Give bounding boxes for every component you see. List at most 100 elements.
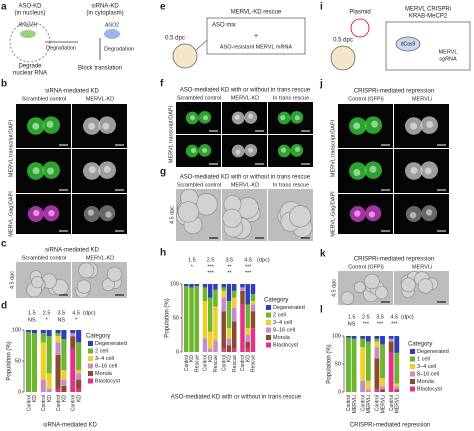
significance: * (46, 317, 49, 323)
bar-segment (380, 344, 385, 378)
nucleus (425, 209, 433, 216)
x-tick-label: MERVLi (352, 395, 358, 413)
x-tick-label: Control (56, 395, 62, 411)
x-tick-label: Control (184, 355, 190, 371)
label: 4.5 dpc (331, 279, 337, 297)
dpc-unit: (dpc) (83, 310, 96, 316)
embryo (417, 278, 434, 294)
nucleus (32, 122, 40, 130)
bar-segment (346, 337, 351, 392)
x-tick-label: Rescue (213, 355, 219, 372)
schematic-a (9, 21, 120, 63)
legend-title: Category (264, 298, 288, 304)
bar-segment (360, 380, 366, 392)
bar-segment (250, 304, 256, 312)
y-tick-label: 50 (173, 315, 179, 321)
x-tick-label: KD (227, 355, 233, 362)
bar-segment (55, 330, 61, 334)
bar-segment (351, 336, 357, 339)
nucleus (280, 147, 287, 153)
bar-segment (76, 330, 82, 343)
legend-swatch (266, 335, 271, 340)
label: Scrambled control (177, 182, 221, 188)
bar-segment (194, 284, 199, 287)
label: Control (GFPi) (348, 264, 384, 270)
dpc-label: 1.5 (28, 310, 36, 316)
dpc-label: 2.5 (362, 314, 370, 320)
panel-letter: j (319, 79, 323, 90)
bar-segment (221, 348, 226, 352)
embryo (76, 279, 92, 294)
label: Degradation (46, 45, 76, 51)
schematic-e (172, 17, 306, 69)
y-axis-label: Population (%) (327, 344, 333, 383)
x-tick-label: KD (189, 355, 195, 362)
bar-segment (55, 354, 61, 389)
bar-segment (189, 284, 194, 288)
legend-title: Category (408, 342, 432, 348)
legend-label: 2 cell (273, 312, 286, 318)
x-tick-label: Control (360, 395, 366, 411)
dpc-label: 1.5 (348, 314, 356, 320)
bar-segment (46, 336, 52, 374)
bar-segment (40, 330, 46, 334)
nucleus (280, 115, 286, 121)
bar-segment (374, 336, 380, 339)
bar-segment (374, 338, 380, 342)
bar-segment (76, 388, 82, 392)
x-tick-label: MERVLi (366, 395, 372, 413)
nucleus (368, 211, 376, 218)
bar-segment (226, 301, 232, 329)
legend-label: 3–4 cell (273, 320, 292, 326)
nucleus (189, 115, 196, 121)
nucleus (87, 209, 95, 216)
y-axis-label: Population (%) (7, 341, 13, 380)
bar-segment (221, 284, 226, 288)
nucleus (235, 149, 241, 155)
bar-segment (70, 336, 76, 349)
significance: *** (245, 270, 252, 276)
y-tick-label: 100 (12, 327, 21, 333)
nucleus (46, 120, 54, 128)
bar-segment (245, 328, 250, 335)
x-tick-label: Control (375, 395, 381, 411)
dpc-label: 4.5 (244, 257, 252, 263)
x-tick-label: Rescue (232, 355, 238, 372)
bar-segment (76, 342, 82, 371)
label: sgRNA (439, 56, 457, 62)
x-tick-label: Rescue (251, 355, 257, 372)
legend-label: Morula (417, 379, 435, 385)
side-label: MERVL transcript/DAPI (8, 119, 14, 177)
nucleus (353, 168, 361, 176)
legend-swatch (266, 327, 271, 333)
label: MERVL-KD (86, 255, 114, 261)
significance: * (75, 317, 78, 323)
label: ASO mix (212, 23, 236, 29)
nucleus (47, 167, 55, 175)
bar-segment (226, 284, 232, 301)
bar-segment (232, 321, 237, 349)
bar-segment (202, 338, 208, 352)
x-tick-label: KD (245, 355, 251, 362)
significance: *** (391, 321, 398, 327)
legend-swatch (266, 305, 271, 310)
x-tick-label: KD (76, 395, 82, 402)
dpc-label: 4.5 (391, 314, 399, 320)
label: 0.5 dpc (165, 36, 185, 42)
bar-segment (202, 284, 208, 288)
plasmid-shape (350, 18, 370, 38)
bar-segment (232, 284, 237, 291)
x-tick-label: Rescue (194, 355, 200, 372)
label: nuclear RNA (13, 71, 47, 77)
legend-swatch (88, 371, 93, 376)
legend-label: 8–16 cell (273, 327, 295, 333)
bar-segment (226, 338, 232, 346)
dpc-label: 3.5 (226, 257, 234, 263)
nucleus (88, 166, 96, 174)
label: dCas9 (401, 41, 416, 47)
bar-segment (232, 348, 237, 352)
embryo (353, 281, 366, 294)
label: RNaseH (19, 22, 38, 28)
x-axis-label: CRISPRi-mediated repression (350, 423, 430, 429)
label: Scrambled control (22, 255, 66, 261)
